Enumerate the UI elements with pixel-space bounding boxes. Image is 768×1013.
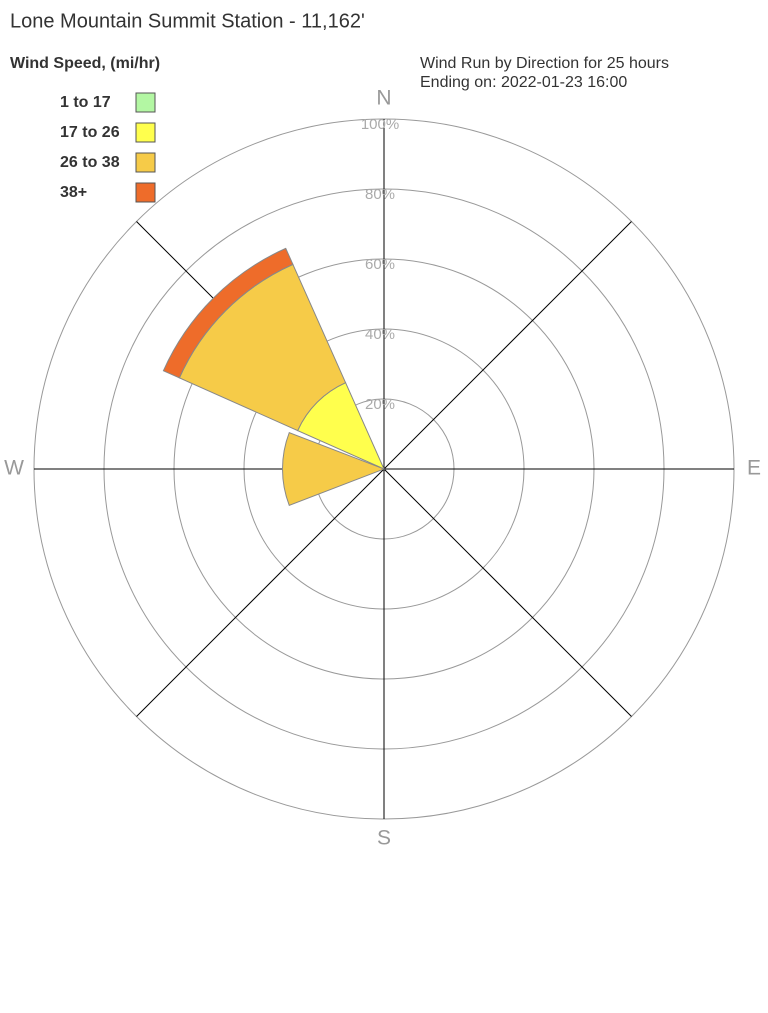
compass-label: E — [747, 457, 761, 480]
wedge — [162, 247, 294, 379]
ring-label: 100% — [361, 116, 399, 133]
legend-label: 17 to 26 — [60, 124, 120, 141]
wedge — [282, 431, 386, 507]
legend-swatch — [135, 122, 156, 143]
legend-swatch — [135, 182, 156, 203]
compass-label: N — [376, 87, 391, 110]
ring-label: 40% — [365, 326, 395, 343]
subtitle: Ending on: 2022-01-23 16:00 — [420, 74, 627, 91]
compass-label: S — [377, 827, 391, 850]
spoke — [136, 468, 385, 717]
ring-label: 20% — [365, 396, 395, 413]
ring-label: 60% — [365, 256, 395, 273]
legend-swatch — [135, 152, 156, 173]
ring-label: 80% — [365, 186, 395, 203]
legend-title: Wind Speed, (mi/hr) — [10, 55, 160, 72]
legend-label: 38+ — [60, 184, 87, 201]
spoke — [383, 468, 632, 717]
spoke — [383, 221, 632, 470]
subtitle: Wind Run by Direction for 25 hours — [420, 55, 669, 72]
compass-label: W — [4, 457, 24, 480]
legend-label: 26 to 38 — [60, 154, 120, 171]
legend-label: 1 to 17 — [60, 94, 111, 111]
legend-swatch — [135, 92, 156, 113]
chart-title: Lone Mountain Summit Station - 11,162' — [10, 10, 365, 32]
